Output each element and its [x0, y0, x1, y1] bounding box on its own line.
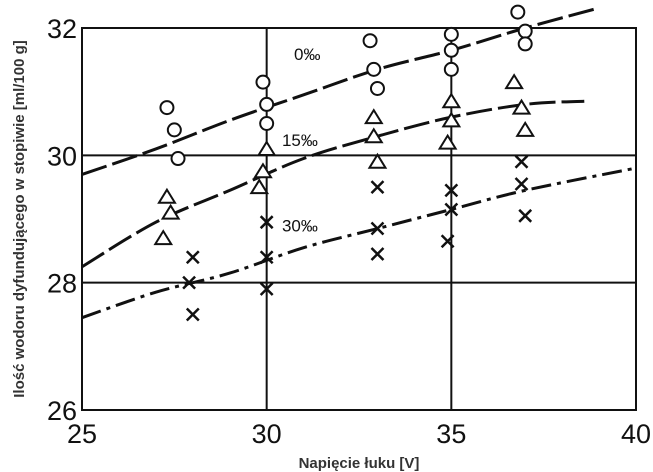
data-point-0-14 — [517, 36, 533, 52]
data-point-1-6 — [363, 108, 384, 125]
data-point-0-4 — [259, 96, 275, 112]
data-point-2-5 — [259, 282, 274, 296]
data-point-1-1 — [160, 203, 181, 220]
data-point-1-13 — [511, 98, 532, 115]
data-point-0-2 — [170, 151, 186, 167]
data-point-1-4 — [253, 162, 273, 179]
data-point-1-2 — [153, 229, 174, 246]
annotation-bg-0 — [291, 43, 324, 64]
annotation-label-0: 0‰ — [294, 45, 320, 64]
annotation-bg-1 — [277, 129, 322, 150]
data-point-1-14 — [515, 120, 535, 137]
data-point-2-6 — [370, 180, 385, 195]
data-point-2-0 — [185, 250, 200, 265]
y-tick-labels: 26 28 30 32 — [47, 14, 77, 426]
data-point-1-3 — [256, 140, 277, 156]
data-markers — [153, 4, 535, 322]
annotation-label-2: 30‰ — [282, 217, 318, 236]
y-tick-label-28: 28 — [47, 269, 77, 299]
data-point-0-11 — [443, 61, 459, 77]
data-point-2-11 — [440, 234, 455, 249]
data-point-0-5 — [259, 116, 275, 131]
data-point-2-2 — [185, 307, 200, 322]
annotation-label-1: 15‰ — [282, 131, 318, 150]
data-point-2-8 — [370, 247, 385, 261]
x-tick-label-40: 40 — [621, 419, 651, 449]
data-point-0-0 — [159, 100, 175, 116]
x-tick-label-25: 25 — [67, 419, 97, 449]
data-point-0-12 — [510, 4, 526, 20]
data-point-1-12 — [504, 73, 524, 90]
data-point-2-10 — [444, 202, 459, 217]
data-point-0-9 — [443, 26, 459, 42]
data-point-0-13 — [517, 23, 533, 39]
data-point-0-1 — [166, 122, 182, 138]
x-axis-label: Napięcie łuku [V] — [299, 455, 420, 472]
series-annotations: 0‰ 15‰ 30‰ — [277, 43, 324, 236]
annotation-bg-2 — [277, 215, 322, 236]
data-point-2-13 — [514, 177, 529, 191]
data-point-1-10 — [441, 111, 462, 128]
x-tick-label-30: 30 — [252, 419, 282, 449]
data-point-0-3 — [255, 74, 271, 90]
data-point-0-10 — [443, 42, 459, 58]
data-point-1-0 — [157, 187, 177, 204]
plot-frame — [81, 27, 637, 411]
y-axis-label: Ilość wodoru dyfundującego w stopiwie [m… — [11, 40, 28, 398]
trend-line-2 — [81, 166, 637, 320]
x-tick-label-35: 35 — [436, 419, 466, 449]
data-point-0-8 — [369, 80, 385, 96]
data-point-0-6 — [362, 33, 378, 49]
data-point-2-14 — [518, 208, 533, 223]
data-point-0-7 — [366, 61, 382, 77]
data-point-2-7 — [370, 221, 385, 236]
data-point-2-4 — [259, 250, 274, 265]
data-point-2-1 — [182, 275, 196, 290]
y-tick-label-26: 26 — [47, 396, 77, 426]
x-tick-labels: 25 30 35 40 — [67, 419, 651, 449]
data-point-1-9 — [441, 92, 462, 109]
data-point-1-5 — [249, 178, 270, 195]
data-point-1-7 — [363, 127, 384, 144]
y-tick-label-32: 32 — [47, 14, 77, 44]
trend-line-1 — [81, 99, 585, 269]
data-point-1-8 — [367, 152, 388, 169]
y-tick-label-30: 30 — [47, 141, 77, 171]
data-point-2-3 — [259, 215, 274, 230]
data-point-2-9 — [444, 183, 459, 198]
data-point-2-12 — [514, 154, 529, 169]
trend-lines — [81, 7, 637, 320]
data-point-1-11 — [437, 133, 458, 150]
